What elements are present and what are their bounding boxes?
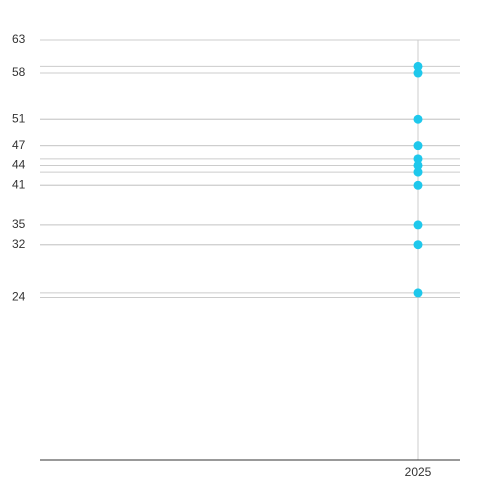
y-tick-label: 51 [12,111,26,125]
x-tick-label: 2025 [405,465,432,479]
y-tick-label: 63 [12,32,26,46]
point [413,141,423,151]
point [413,240,423,250]
point [413,288,423,298]
point [413,68,423,78]
y-tick-label: 35 [12,217,26,231]
y-tick-label: 32 [12,237,26,251]
y-tick-label: 41 [12,177,26,191]
point [413,167,423,177]
point [413,114,423,124]
point [413,180,423,190]
point [413,154,423,164]
point [413,220,423,230]
point [413,61,423,71]
y-tick-label: 47 [12,138,26,152]
y-tick-label: 58 [12,65,26,79]
y-tick-label: 44 [12,158,26,172]
point [413,160,423,170]
y-tick-label: 24 [12,290,26,304]
